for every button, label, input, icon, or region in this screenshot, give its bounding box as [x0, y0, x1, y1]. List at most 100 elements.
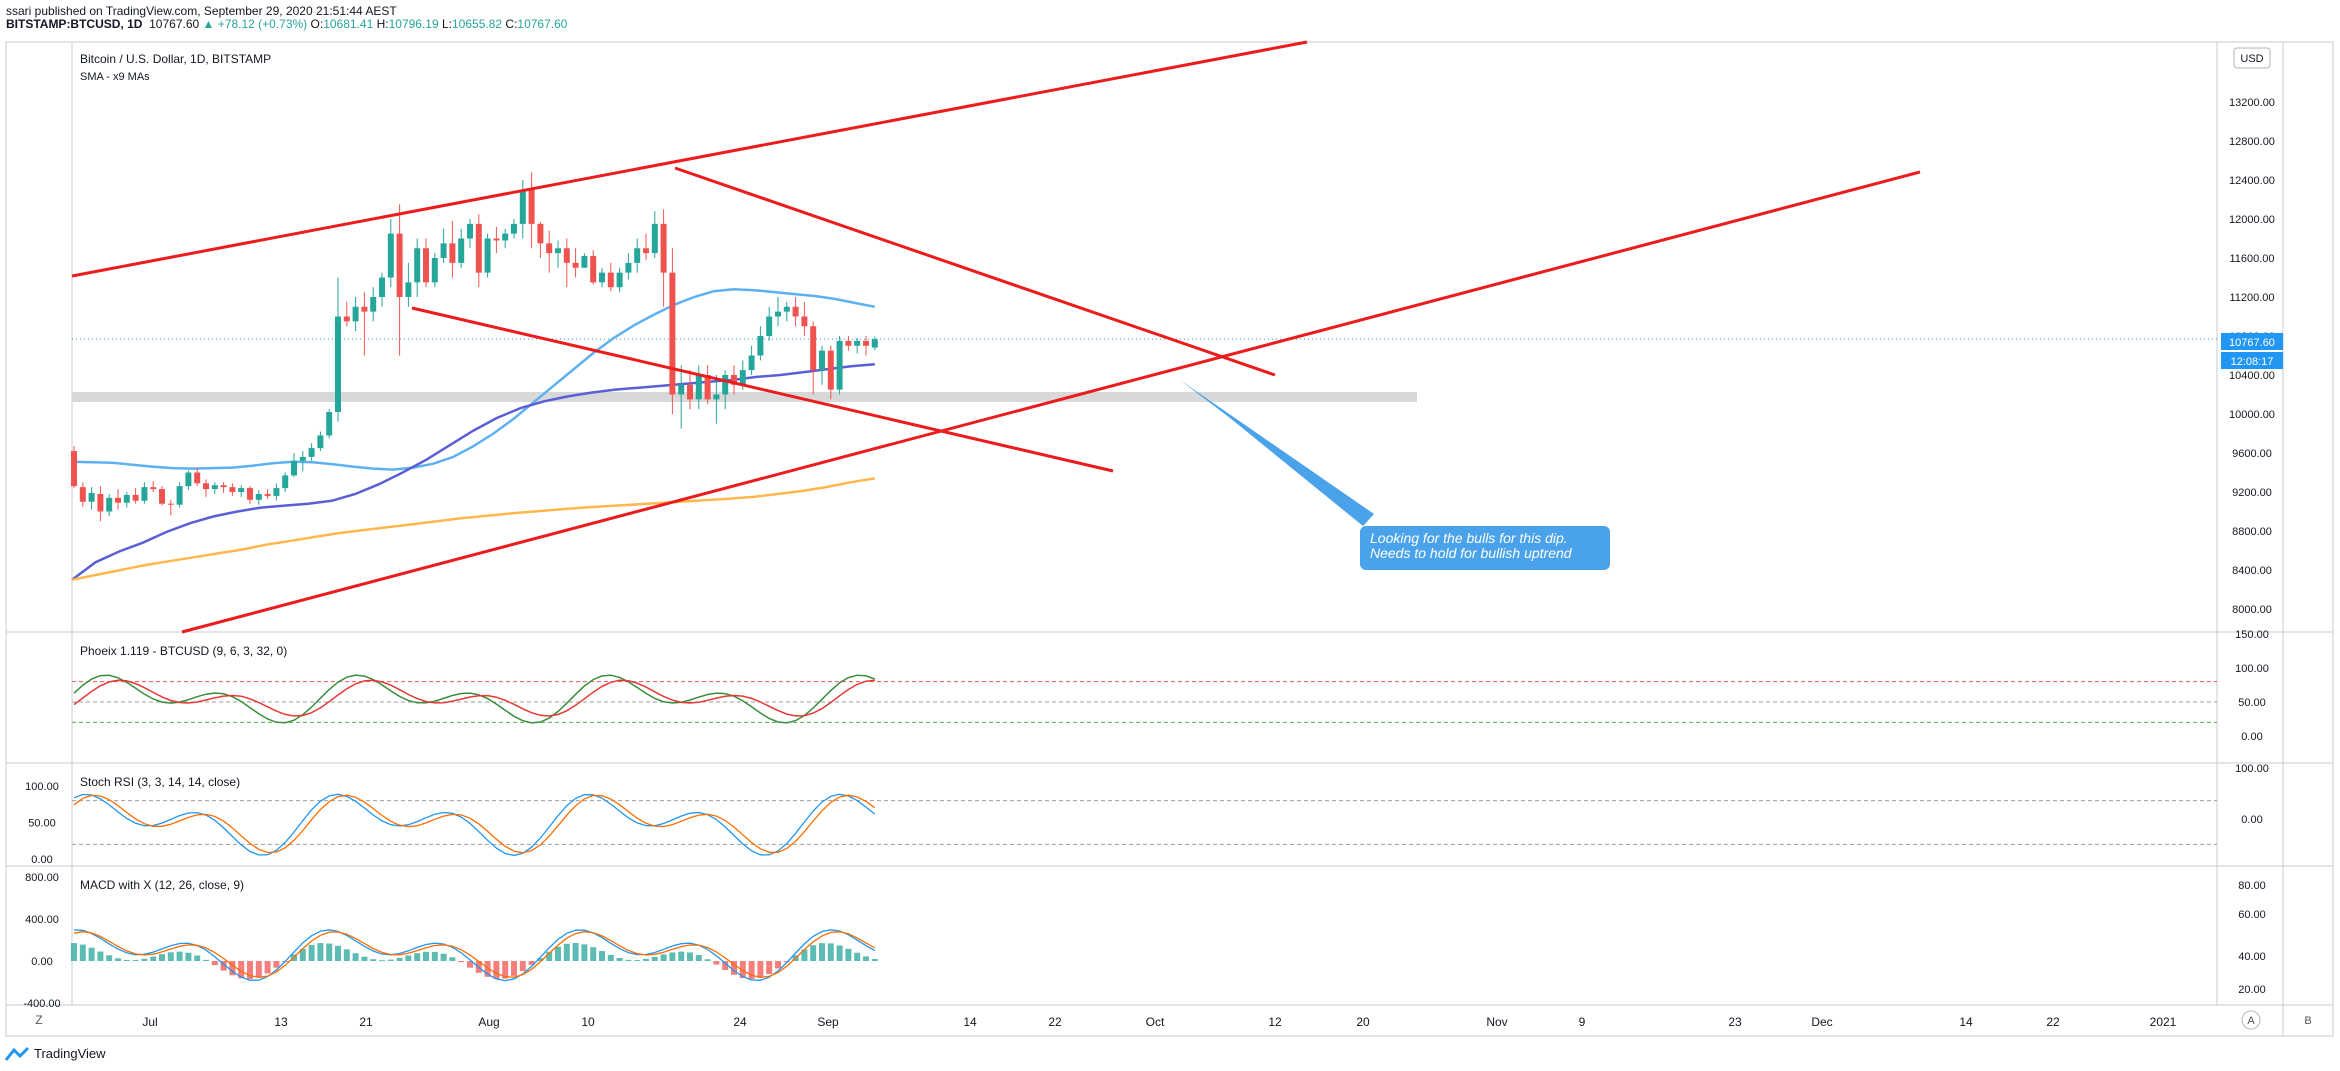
outer-frame	[5, 41, 2334, 1037]
macd-line	[73, 929, 876, 982]
macd-histogram-bar	[687, 952, 693, 961]
symbol-name: BITSTAMP:BTCUSD, 1D	[6, 17, 143, 31]
candle-body	[194, 472, 201, 484]
chart-frame	[5, 41, 2334, 1037]
candle-body	[695, 375, 702, 400]
price-tick-label: 8000.00	[2232, 604, 2272, 616]
time-tick-label: Nov	[1486, 1015, 1507, 1029]
phoeix-tick-label: 100.00	[2235, 663, 2269, 675]
price-axis[interactable]: 13200.00 12800.00 12400.00 12000.00 11600.00…	[72, 97, 2275, 616]
macd-histogram-bar	[238, 961, 245, 979]
last-price-tag-label: 10767.60	[2229, 337, 2275, 349]
auto-scale-button[interactable]	[2241, 1010, 2261, 1030]
time-tick-label: 24	[733, 1015, 747, 1029]
macd-histogram-bar	[555, 946, 561, 961]
macd-histogram-bar	[572, 943, 579, 961]
callout-line-1: Looking for the bulls for this dip.	[1370, 530, 1568, 546]
candle-body	[722, 375, 729, 395]
candle-body	[220, 485, 227, 488]
callout-line-2: Needs to hold for bullish uptrend	[1370, 545, 1573, 561]
candle-body	[440, 243, 447, 258]
currency-badge[interactable]	[2233, 47, 2271, 69]
candle-body	[167, 503, 174, 505]
candle-body	[299, 456, 306, 461]
candle-body	[449, 243, 456, 263]
macd-right-tick: 80.00	[2238, 880, 2266, 892]
time-tick-label: 22	[2046, 1015, 2060, 1029]
low-value: 10655.82	[452, 17, 503, 31]
trend-line	[674, 166, 1276, 377]
candle-body	[115, 497, 121, 503]
macd-histogram-bar	[203, 959, 209, 961]
time-tick-label: 9	[1579, 1015, 1586, 1029]
candle-body	[396, 233, 403, 297]
stoch-tick-label: 0.00	[31, 854, 52, 866]
time-tick-label: 13	[274, 1015, 288, 1029]
time-axis[interactable]: Jul 13 21 Aug 10 24 Sep 14 22 Oct 12 20 Nov 9 23 Dec 14 2…	[142, 1015, 2176, 1029]
price-tick-label: 10400.00	[2229, 370, 2275, 382]
macd-histogram-bar	[343, 949, 350, 961]
candle-body	[581, 256, 588, 268]
zoom-button[interactable]: Z	[35, 1013, 42, 1027]
macd-histogram-bar	[273, 961, 280, 968]
price-tick-label: 9600.00	[2232, 448, 2272, 460]
publish-info: ssari published on TradingView.com, Sept…	[6, 4, 397, 18]
macd-histogram-bar	[634, 960, 641, 962]
candle-body	[599, 272, 605, 283]
candle-body	[185, 472, 192, 487]
candle-body	[511, 223, 517, 234]
macd-histogram-bar	[836, 945, 843, 961]
up-arrow-icon: ▲	[202, 17, 215, 31]
trend-line	[181, 170, 1921, 634]
candle-body	[467, 223, 473, 239]
candle-body	[71, 451, 77, 487]
time-tick-label: 21	[359, 1015, 373, 1029]
macd-histogram-bar	[739, 961, 746, 979]
candle-body	[352, 306, 359, 322]
phoeix-indicator: 150.00 100.00 50.00 0.00	[72, 629, 2269, 743]
trend-lines[interactable]	[71, 40, 1921, 634]
candle-body	[643, 248, 649, 254]
candle-body	[405, 282, 412, 297]
macd-histogram-bar	[405, 955, 412, 961]
macd-histogram-bar	[159, 954, 165, 961]
macd-histogram-bar	[335, 945, 341, 961]
candle-body	[607, 272, 614, 288]
macd-histogram-bar	[379, 960, 385, 962]
macd-signal-line	[73, 931, 876, 978]
candle-body	[159, 489, 165, 504]
time-tick-label: 14	[1959, 1015, 1973, 1029]
countdown-label: 12:08:17	[2231, 356, 2274, 368]
macd-histogram-bar	[440, 953, 447, 961]
candle-body	[387, 233, 394, 278]
macd-histogram-bar	[123, 959, 130, 961]
candle-body	[854, 340, 861, 346]
macd-histogram-bar	[132, 960, 139, 962]
macd-histogram-bar	[722, 961, 729, 971]
macd-histogram-bar	[563, 943, 570, 961]
time-tick-label: Dec	[1811, 1015, 1832, 1029]
macd-histogram-bar	[449, 957, 456, 961]
candle-body	[475, 223, 482, 273]
macd-histogram-bar	[220, 961, 227, 971]
macd-histogram-bar	[458, 961, 465, 963]
candle-body	[247, 488, 253, 500]
candle-body	[282, 475, 289, 489]
log-scale-button[interactable]: B	[2304, 1015, 2311, 1027]
macd-histogram-bar	[115, 958, 121, 961]
macd-histogram-bar	[519, 961, 526, 972]
currency-label: USD	[2240, 53, 2263, 65]
macd-histogram-bar	[651, 956, 658, 961]
stoch-k-line	[73, 793, 876, 857]
callout-box[interactable]	[1360, 526, 1610, 570]
high-value: 10796.19	[388, 17, 439, 31]
candle-body	[775, 311, 781, 317]
candle-body	[229, 487, 236, 492]
candle-body	[176, 486, 183, 505]
macd-histogram-bar	[414, 953, 421, 961]
candle-body	[625, 262, 632, 273]
candle-body	[563, 248, 570, 263]
candle-body	[308, 448, 315, 457]
candle-body	[572, 262, 579, 268]
